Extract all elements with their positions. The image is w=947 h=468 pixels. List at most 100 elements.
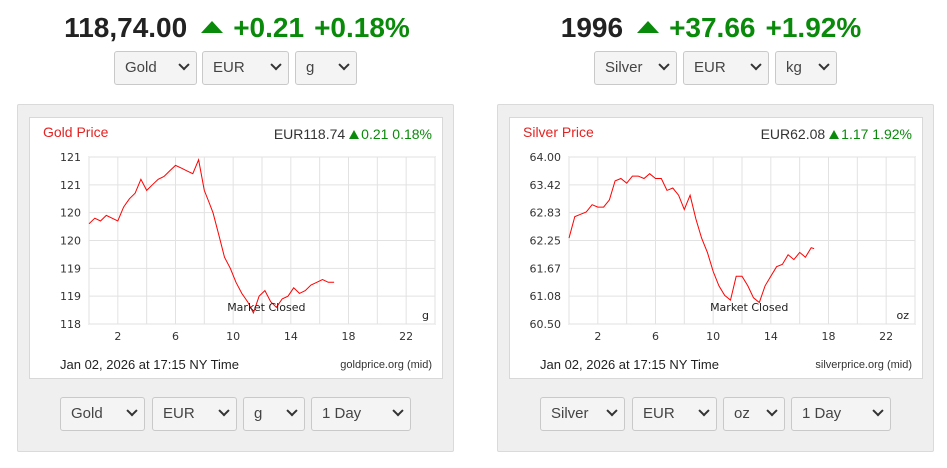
select-value: kg: [786, 59, 802, 76]
market-closed-label: Market Closed: [227, 301, 305, 314]
x-tick-label: 2: [114, 330, 121, 343]
silver-chart-price: EUR62.08 1.17 1.92%: [761, 126, 912, 142]
silver-percent: +1.92%: [765, 12, 862, 43]
select-value: Silver: [605, 59, 643, 76]
x-tick-label: 6: [172, 330, 179, 343]
silver-chart-panel: 64.00 63.42 62.83 62.25 61.67 61.08 60.50 2 6 10 1…: [497, 104, 934, 452]
chevron-down-icon: [218, 405, 230, 417]
gold-chart-source[interactable]: goldprice.org (mid): [340, 359, 432, 371]
y-tick-label: 121: [60, 179, 81, 192]
chart-percent: 0.18%: [392, 126, 432, 142]
gold-change: +0.21: [233, 12, 305, 43]
chart-percent: 1.92%: [872, 126, 912, 142]
y-tick-label: 121: [60, 151, 81, 164]
chart-change: 0.21: [361, 126, 389, 142]
gold-chart-svg: 121 121 120 120 119 119 118 2 6 10 14 18 22 Market Cl…: [60, 151, 436, 343]
unit-label: oz: [896, 309, 909, 322]
select-value: Silver: [551, 405, 589, 422]
x-tick-label: 22: [399, 330, 413, 343]
chart-currency-price: EUR118.74: [273, 126, 346, 142]
silver-chart-source[interactable]: silverprice.org (mid): [815, 359, 912, 371]
up-triangle-icon: [637, 20, 660, 33]
gold-currency-select[interactable]: EUR: [202, 51, 289, 85]
price-line: [568, 173, 815, 304]
y-tick-label: 120: [60, 235, 81, 248]
x-tick-label: 22: [879, 330, 893, 343]
chevron-down-icon: [658, 59, 670, 71]
chevron-down-icon: [766, 405, 778, 417]
x-tick-label: 2: [594, 330, 601, 343]
gold-chart-range-select[interactable]: 1 Day: [311, 397, 411, 431]
gold-chart-panel: 121 121 120 120 119 119 118 2 6 10 14 18 22 Market Cl…: [17, 104, 454, 452]
silver-metal-select[interactable]: Silver: [594, 51, 677, 85]
y-tick-label: 64.00: [530, 151, 562, 164]
gold-chart-metal-select[interactable]: Gold: [60, 397, 145, 431]
gold-chart-currency-select[interactable]: EUR: [152, 397, 237, 431]
y-tick-label: 62.83: [530, 207, 562, 220]
gold-chart-price: EUR118.74 0.21 0.18%: [274, 126, 432, 142]
silver-chart-currency-select[interactable]: EUR: [632, 397, 717, 431]
select-value: Gold: [125, 59, 157, 76]
silver-currency-select[interactable]: EUR: [683, 51, 769, 85]
select-value: g: [254, 405, 263, 422]
silver-change: +37.66: [669, 12, 756, 43]
chevron-down-icon: [270, 59, 282, 71]
chevron-down-icon: [338, 59, 350, 71]
chevron-down-icon: [126, 405, 138, 417]
x-tick-label: 10: [226, 330, 240, 343]
chevron-down-icon: [872, 405, 884, 417]
gold-column: 118,74.00 +0.21 +0.18% Gold EUR g 121 121 12…: [17, 12, 454, 452]
y-tick-label: 62.25: [530, 235, 562, 248]
select-value: EUR: [163, 405, 195, 422]
gold-chart-date: Jan 02, 2026 at 17:15 NY Time: [60, 357, 239, 372]
chevron-down-icon: [178, 59, 190, 71]
silver-chart-title: Silver Price: [523, 124, 594, 140]
silver-chart-unit-select[interactable]: oz: [723, 397, 785, 431]
unit-label: g: [422, 309, 429, 322]
select-value: EUR: [643, 405, 675, 422]
silver-chart-metal-select[interactable]: Silver: [540, 397, 625, 431]
select-value: EUR: [213, 59, 245, 76]
silver-chart-svg: 64.00 63.42 62.83 62.25 61.67 61.08 60.50 2 6 10 1…: [530, 151, 916, 343]
y-tick-label: 118: [60, 318, 81, 331]
chevron-down-icon: [698, 405, 710, 417]
select-value: 1 Day: [802, 405, 842, 422]
chevron-down-icon: [286, 405, 298, 417]
y-tick-label: 61.67: [530, 262, 562, 275]
x-tick-label: 10: [706, 330, 720, 343]
up-triangle-icon: [201, 20, 224, 33]
x-tick-label: 6: [652, 330, 659, 343]
chart-change: 1.17: [841, 126, 869, 142]
silver-column: 1996 +37.66 +1.92% Silver EUR kg 64.00 63.4…: [474, 0, 947, 468]
x-tick-label: 18: [822, 330, 836, 343]
up-triangle-icon: [829, 130, 840, 139]
x-tick-label: 18: [342, 330, 356, 343]
gold-metal-select[interactable]: Gold: [114, 51, 197, 85]
chevron-down-icon: [392, 405, 404, 417]
chevron-down-icon: [750, 59, 762, 71]
x-tick-label: 14: [764, 330, 778, 343]
y-tick-label: 119: [60, 262, 81, 275]
x-tick-label: 14: [284, 330, 298, 343]
chart-currency-price: EUR62.08: [760, 126, 826, 142]
silver-quote: 1996 +37.66 +1.92%: [474, 12, 947, 44]
chevron-down-icon: [818, 59, 830, 71]
y-tick-label: 63.42: [530, 179, 562, 192]
market-closed-label: Market Closed: [710, 301, 788, 314]
silver-unit-select[interactable]: kg: [775, 51, 837, 85]
select-value: oz: [734, 405, 750, 422]
select-value: 1 Day: [322, 405, 362, 422]
gold-price: 118,74.00: [64, 12, 188, 43]
y-tick-label: 61.08: [530, 290, 562, 303]
silver-price: 1996: [560, 12, 624, 43]
silver-chart-range-select[interactable]: 1 Day: [791, 397, 891, 431]
silver-chart-date: Jan 02, 2026 at 17:15 NY Time: [540, 357, 719, 372]
y-tick-label: 119: [60, 290, 81, 303]
select-value: g: [306, 59, 315, 76]
silver-chart: 64.00 63.42 62.83 62.25 61.67 61.08 60.50 2 6 10 1…: [509, 117, 923, 379]
gold-chart-title: Gold Price: [43, 124, 109, 140]
gold-unit-select[interactable]: g: [295, 51, 357, 85]
gold-chart: 121 121 120 120 119 119 118 2 6 10 14 18 22 Market Cl…: [29, 117, 443, 379]
select-value: Gold: [71, 405, 103, 422]
gold-chart-unit-select[interactable]: g: [243, 397, 305, 431]
